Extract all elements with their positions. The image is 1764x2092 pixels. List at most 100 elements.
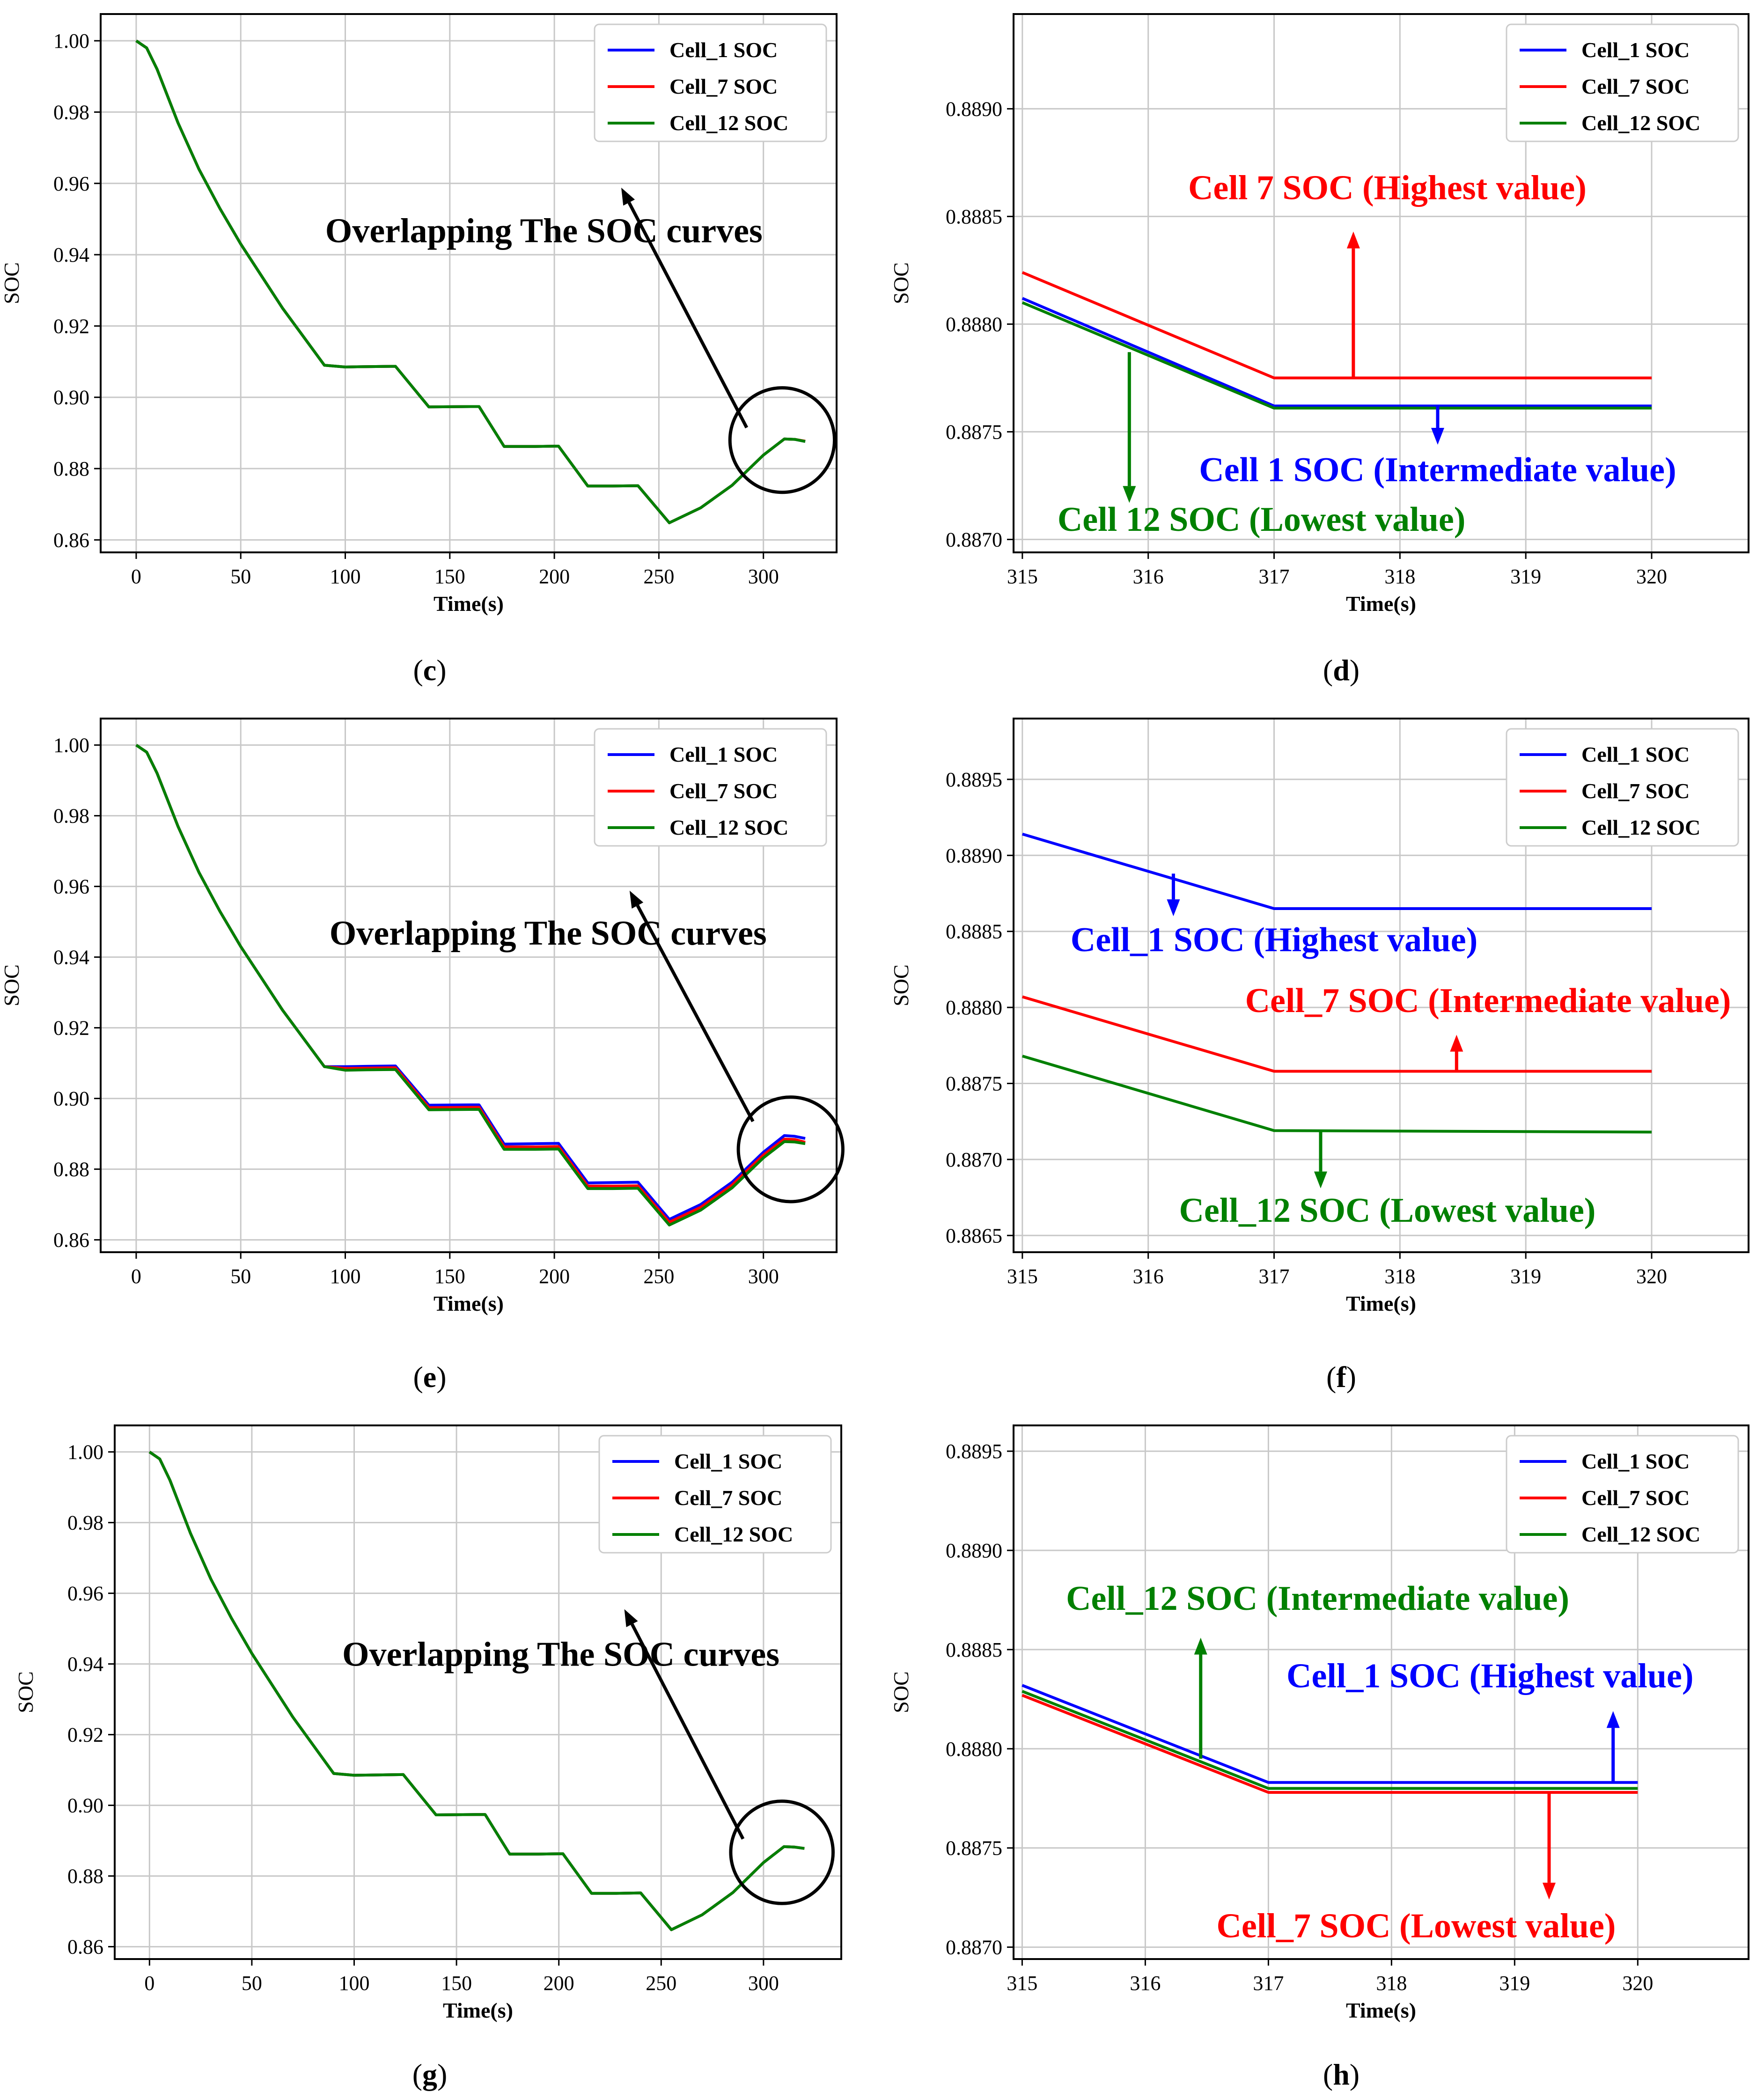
subcaption-h: (h) [1323,2058,1360,2091]
annotation-arrow [1314,1130,1327,1189]
subcaption-c: (c) [413,653,447,687]
y-tick-label: 0.98 [67,1512,103,1534]
series-line [1022,1055,1652,1134]
y-tick-label: 0.90 [67,1794,103,1817]
y-axis-label: SOC [0,964,23,1006]
arrow-shaft [636,904,755,1123]
legend: Cell_1 SOC Cell_7 SOC Cell_12 SOC [594,23,827,142]
y-tick-label: 0.8895 [946,1440,1002,1463]
plot-frame [100,13,838,553]
legend-box [1506,1435,1739,1554]
x-tick-label: 50 [230,565,251,588]
series-line [135,744,806,1226]
x-tick-label: 315 [1007,565,1038,588]
x-tick-label: 316 [1133,565,1164,588]
x-tick-label: 317 [1258,1265,1289,1288]
annotation-text: Cell_1 SOC (Highest value) [1071,921,1477,959]
y-tick-label: 0.98 [53,805,89,828]
legend: Cell_1 SOC Cell_7 SOC Cell_12 SOC [594,728,827,847]
series-line [1022,271,1652,380]
legend: Cell_1 SOC Cell_7 SOC Cell_12 SOC [1506,1435,1739,1554]
y-tick-label: 0.8885 [946,1638,1002,1661]
legend-label: Cell_1 SOC [1581,38,1690,62]
subcaption-d: (d) [1323,653,1360,687]
x-tick-label: 318 [1376,1972,1407,1995]
x-tick-label: 300 [748,565,779,588]
legend-box [1506,23,1739,142]
x-axis-label: Time(s) [1346,1292,1416,1315]
annotation-text: Overlapping The SOC curves [325,212,763,250]
plot-frame [1013,13,1749,553]
y-tick-label: 0.8865 [946,1224,1002,1247]
legend-label: Cell_1 SOC [1581,1449,1690,1473]
series-line [135,39,806,524]
annotation-arrow [1542,1792,1556,1900]
annotation-text: Cell 7 SOC (Highest value) [1188,169,1587,207]
y-tick-label: 0.8880 [946,313,1002,336]
y-tick-label: 0.94 [53,243,89,266]
legend-label: Cell_7 SOC [1581,74,1690,98]
x-axis-label: Time(s) [443,1998,513,2022]
legend-label: Cell_12 SOC [1581,1522,1700,1546]
legend-label: Cell_12 SOC [674,1522,793,1546]
y-tick-label: 0.96 [53,875,89,898]
legend-label: Cell_7 SOC [1581,1486,1690,1510]
annotation-text: Cell 1 SOC (Intermediate value) [1199,451,1676,489]
x-tick-label: 100 [330,1265,361,1288]
arrow-shaft [627,202,749,429]
arrow-head [1431,428,1444,445]
y-tick-label: 0.8895 [946,768,1002,791]
y-tick-label: 0.8885 [946,920,1002,943]
arrow-head [1450,1035,1463,1052]
subcaption-f: (f) [1326,1360,1356,1394]
x-axis-label: Time(s) [1346,592,1416,616]
x-tick-label: 320 [1636,565,1667,588]
arrow-head [1346,231,1360,249]
x-tick-label: 300 [748,1972,779,1995]
legend-label: Cell_7 SOC [669,779,778,803]
y-tick-label: 0.8870 [946,1936,1002,1959]
legend-label: Cell_12 SOC [669,111,788,135]
x-tick-label: 0 [131,565,141,588]
x-tick-label: 319 [1510,565,1541,588]
series-line [1022,297,1652,408]
subcaption-e: (e) [413,1360,447,1394]
x-tick-label: 0 [144,1972,154,1995]
chart-f: 315 316 317 318 319 320 0.8865 0.8870 0.8875 0.88… [889,718,1749,1315]
y-tick-label: 0.8890 [946,844,1002,867]
legend: Cell_1 SOC Cell_7 SOC Cell_12 SOC [1506,728,1739,847]
x-tick-label: 319 [1510,1265,1541,1288]
x-axis-label: Time(s) [434,592,504,616]
legend-label: Cell_12 SOC [669,815,788,839]
x-tick-label: 315 [1007,1972,1037,1995]
annotation-arrow [1450,1035,1463,1072]
series-line [1022,1684,1638,1784]
annotation-arrow [621,187,749,429]
arrow-head [1194,1637,1207,1655]
x-tick-label: 320 [1636,1265,1667,1288]
plot-frame [1013,1424,1749,1960]
arrow-head [621,187,635,206]
x-axis-label: Time(s) [1346,1998,1416,2022]
y-axis-label: SOC [0,262,23,304]
chart-d: 315 316 317 318 319 320 0.8870 0.8875 0.8880 0.88… [889,13,1749,616]
y-tick-label: 0.8875 [946,420,1002,443]
y-tick-label: 0.92 [53,315,89,338]
legend-label: Cell_1 SOC [669,38,778,62]
annotation-arrow [1346,231,1360,378]
annotation-arrow [1167,874,1180,917]
y-tick-label: 0.88 [53,1158,89,1181]
legend-box [594,23,827,142]
x-tick-label: 50 [242,1972,262,1995]
annotation-arrow [629,890,755,1123]
x-tick-label: 315 [1007,1265,1038,1288]
y-tick-label: 0.98 [53,101,89,124]
annotation-text: Cell 12 SOC (Lowest value) [1058,500,1466,539]
series-line [1022,1690,1638,1790]
chart-g: 0 50 100 150 200 250 300 0.86 0.88 0.90 0.92 0.94 0.… [14,1424,842,2022]
arrow-head [1314,1171,1327,1189]
series-line [1022,832,1652,910]
highlight-circle [728,386,837,494]
legend-label: Cell_1 SOC [674,1449,782,1473]
annotation-arrow [1123,352,1136,503]
